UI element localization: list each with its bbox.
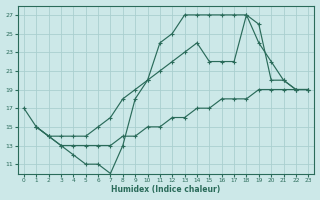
X-axis label: Humidex (Indice chaleur): Humidex (Indice chaleur) (111, 185, 221, 194)
